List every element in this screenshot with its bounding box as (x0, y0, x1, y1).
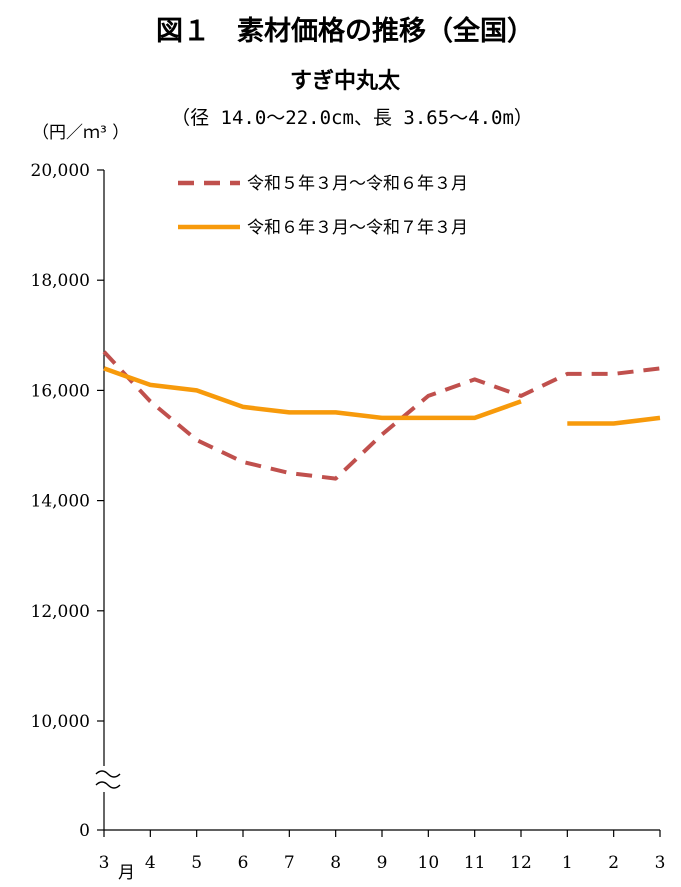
axis-break-mark (95, 770, 121, 778)
x-tick-label: 8 (330, 853, 341, 873)
series-line-2 (567, 415, 661, 426)
x-tick-label: 5 (191, 853, 202, 873)
y-tick-label: 12,000 (31, 602, 90, 622)
series-line-1 (102, 350, 661, 481)
chart-subtitle: すぎ中丸太 (290, 68, 401, 94)
x-tick-label: 6 (238, 853, 249, 873)
series-layer (102, 350, 661, 481)
legend-label-1: 令和５年３月～令和６年３月 (247, 174, 468, 194)
y-tick-label: 18,000 (31, 271, 90, 291)
y-tick-label: 16,000 (31, 381, 90, 401)
x-tick-label: 11 (464, 853, 486, 873)
y-tick-label: 0 (79, 821, 90, 841)
y-tick-label: 14,000 (31, 492, 90, 512)
y-tick-label: 20,000 (31, 161, 90, 181)
x-tick-label: 2 (608, 853, 619, 873)
x-tick-label: 12 (510, 853, 532, 873)
y-tick-label: 10,000 (31, 712, 90, 732)
x-tick-label: 3 (99, 853, 110, 873)
axes (95, 170, 660, 831)
x-axis-ticks: 3 4 5 6 7 8 9 10 11 12 1 2 3月 (99, 830, 666, 883)
y-axis-unit-label: （円／ｍ³ ） (32, 123, 129, 143)
x-tick-label: 7 (284, 853, 295, 873)
legend-label-2: 令和６年３月～令和７年３月 (247, 218, 468, 238)
x-tick-label: 9 (377, 853, 388, 873)
x-unit-label: 月 (118, 863, 135, 883)
chart-title: 図１ 素材価格の推移（全国） (156, 15, 534, 47)
axis-break-mark (95, 781, 121, 789)
chart-spec: （径 14.0～22.0cm、長 3.65～4.0m） (171, 107, 533, 129)
series-line-2 (103, 366, 522, 421)
x-tick-label: 1 (562, 853, 573, 873)
y-axis-ticks: 20,000 18,000 16,000 14,000 12,000 10,000 0 (31, 161, 104, 841)
x-tick-label: 10 (418, 853, 440, 873)
x-tick-label: 4 (145, 853, 156, 873)
x-tick-label: 3 (655, 853, 666, 873)
